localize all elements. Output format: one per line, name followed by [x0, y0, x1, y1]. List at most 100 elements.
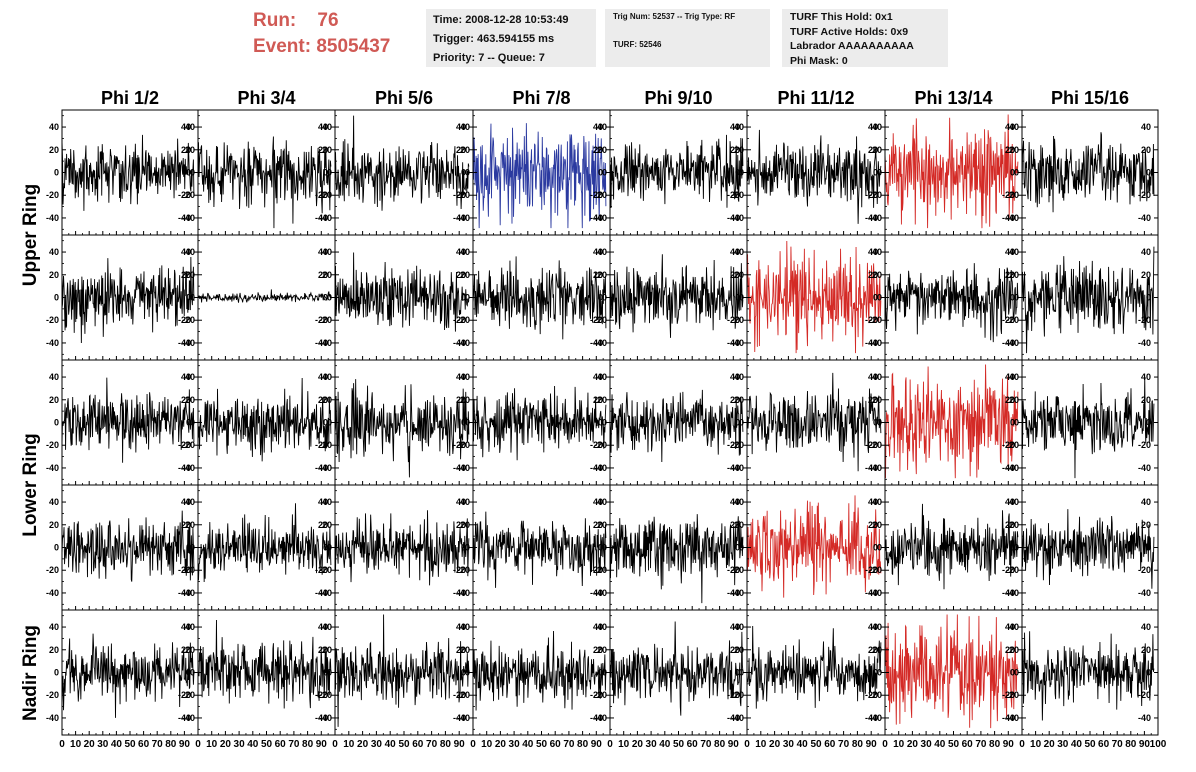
y-tick-label-right: 40 — [318, 247, 328, 257]
x-tick-label: 40 — [659, 739, 671, 750]
y-tick-label-left: -20 — [869, 190, 882, 200]
y-tick-label-right: -20 — [1002, 440, 1015, 450]
y-tick-label-left: 40 — [872, 122, 882, 132]
y-tick-label-right: -40 — [590, 213, 603, 223]
y-tick-label-right: 20 — [593, 520, 603, 530]
x-tick-label: 50 — [673, 739, 685, 750]
y-tick-label-left: 20 — [872, 645, 882, 655]
x-tick-label: 10 — [618, 739, 630, 750]
y-tick-label-right: -20 — [1002, 565, 1015, 575]
y-tick-label-left: 0 — [327, 293, 332, 303]
x-tick-label: 20 — [632, 739, 644, 750]
y-tick-label-right: 40 — [1141, 247, 1151, 257]
y-tick-label-right: 40 — [1141, 497, 1151, 507]
y-tick-label-left: 20 — [734, 520, 744, 530]
y-tick-label-right: 0 — [323, 668, 328, 678]
y-tick-label-right: -20 — [1002, 315, 1015, 325]
y-tick-label-right: 0 — [735, 293, 740, 303]
y-tick-label-left: 0 — [54, 543, 59, 553]
y-tick-label-left: 40 — [734, 122, 744, 132]
y-tick-label-left: 0 — [1014, 668, 1019, 678]
y-tick-label-left: -40 — [319, 213, 332, 223]
y-tick-label-left: 40 — [49, 372, 59, 382]
waveform-trace — [334, 379, 470, 478]
y-tick-label-left: -40 — [869, 463, 882, 473]
x-tick-label: 0 — [1019, 739, 1025, 750]
x-tick-label: 30 — [646, 739, 658, 750]
y-tick-label-right: 0 — [598, 168, 603, 178]
y-tick-label-left: -20 — [731, 315, 744, 325]
y-tick-label-left: 40 — [597, 372, 607, 382]
turf-text: TURF: 52546 — [613, 40, 662, 49]
y-tick-label-left: 0 — [602, 543, 607, 553]
y-tick-label-left: 0 — [739, 168, 744, 178]
y-tick-label-right: 0 — [1010, 418, 1015, 428]
y-tick-label-right: 20 — [730, 520, 740, 530]
y-tick-label-right: -20 — [865, 190, 878, 200]
x-tick-label: 60 — [1098, 739, 1110, 750]
y-tick-label-right: -40 — [727, 338, 740, 348]
y-tick-label-right: -20 — [865, 565, 878, 575]
y-tick-label-left: 20 — [322, 270, 332, 280]
y-tick-label-left: 40 — [49, 497, 59, 507]
y-tick-label-right: -40 — [1002, 213, 1015, 223]
run-event-header: Run: 76 Event: 8505437 — [253, 8, 390, 60]
waveform-trace — [884, 263, 1019, 343]
x-tick-label: 30 — [1057, 739, 1069, 750]
y-tick-label-right: -40 — [590, 588, 603, 598]
y-tick-label-left: -40 — [182, 463, 195, 473]
waveform-trace — [197, 136, 332, 229]
waveform-trace — [334, 614, 470, 727]
y-tick-label-left: 20 — [49, 645, 59, 655]
run-value: 76 — [317, 10, 339, 31]
y-tick-label-right: -40 — [453, 338, 466, 348]
x-tick-label: 30 — [234, 739, 246, 750]
y-tick-label-right: -20 — [590, 440, 603, 450]
y-tick-label-right: -40 — [865, 338, 878, 348]
y-tick-label-right: 0 — [873, 293, 878, 303]
y-tick-label-right: 40 — [1141, 372, 1151, 382]
y-tick-label-right: 20 — [593, 270, 603, 280]
x-tick-label: 100 — [1150, 739, 1167, 750]
y-tick-label-right: 20 — [181, 270, 191, 280]
y-tick-label-right: 0 — [1010, 168, 1015, 178]
y-tick-label-right: 0 — [461, 543, 466, 553]
y-tick-label-left: 40 — [460, 122, 470, 132]
y-tick-label-left: 40 — [597, 122, 607, 132]
y-tick-label-right: -20 — [453, 315, 466, 325]
y-tick-label-right: -20 — [178, 190, 191, 200]
x-tick-label: 10 — [1030, 739, 1042, 750]
y-tick-label-left: -40 — [319, 713, 332, 723]
x-tick-label: 0 — [195, 739, 201, 750]
x-tick-label: 80 — [1125, 739, 1137, 750]
y-tick-label-left: 20 — [322, 145, 332, 155]
y-tick-label-left: 40 — [49, 622, 59, 632]
y-tick-label-left: -40 — [731, 213, 744, 223]
y-tick-label-right: -40 — [315, 713, 328, 723]
x-tick-label: 40 — [247, 739, 259, 750]
y-tick-label-left: 20 — [49, 520, 59, 530]
x-tick-label: 20 — [907, 739, 919, 750]
y-tick-label-right: 0 — [186, 293, 191, 303]
y-tick-label-left: 20 — [460, 270, 470, 280]
y-tick-label-right: 20 — [1005, 520, 1015, 530]
y-tick-label-right: -20 — [1138, 690, 1151, 700]
y-tick-label-right: 40 — [318, 122, 328, 132]
y-tick-label-right: 0 — [461, 293, 466, 303]
y-tick-label-left: -20 — [457, 315, 470, 325]
y-tick-label-right: 20 — [318, 520, 328, 530]
x-tick-label: 50 — [948, 739, 960, 750]
y-tick-label-right: 0 — [873, 418, 878, 428]
